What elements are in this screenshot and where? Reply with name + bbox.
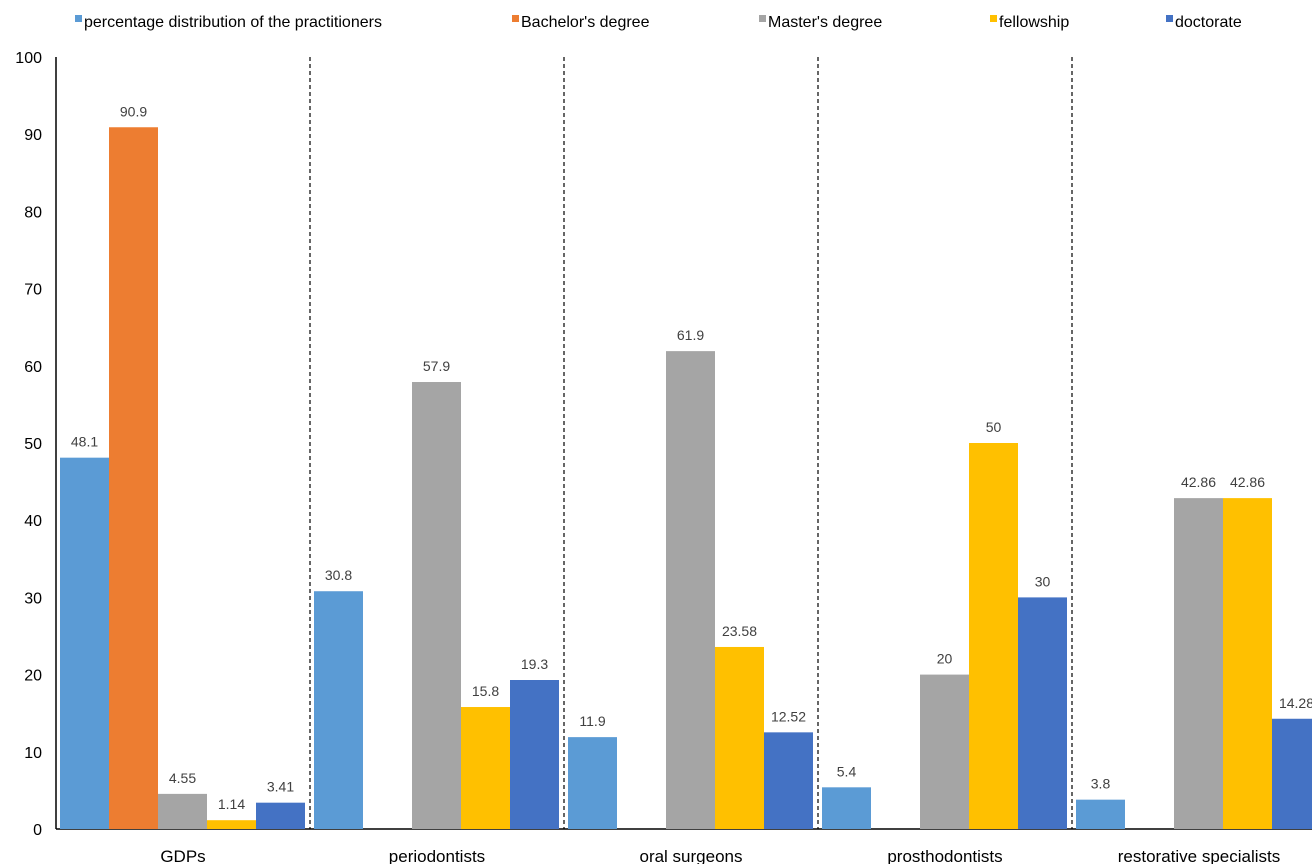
- y-tick-label: 40: [24, 513, 42, 530]
- data-label: 20: [937, 651, 953, 667]
- legend-label: fellowship: [999, 14, 1069, 31]
- bar-percentage-distribution-of-the-practitioners-oral-surgeons: [568, 737, 617, 829]
- bar-doctorate-oral-surgeons: [764, 732, 813, 829]
- y-tick-label: 60: [24, 359, 42, 376]
- data-label: 42.86: [1181, 474, 1216, 490]
- legend-item-fellowship: fellowship: [990, 14, 1069, 31]
- data-label: 61.9: [677, 327, 704, 343]
- bar-percentage-distribution-of-the-practitioners-gdps: [60, 457, 109, 829]
- bar-master-s-degree-restorative-specialists: [1174, 498, 1223, 829]
- bar-fellowship-gdps: [207, 820, 256, 829]
- bar-group-prosthodontists: 5.4 20 50 30: [822, 419, 1067, 829]
- legend-label: Master's degree: [768, 14, 882, 31]
- data-label: 42.86: [1230, 474, 1265, 490]
- bar-group-restorative-specialists: 3.8 42.86 42.86 14.28: [1076, 474, 1312, 829]
- data-label: 90.9: [120, 103, 147, 119]
- data-label: 11.9: [579, 713, 605, 729]
- bar-master-s-degree-gdps: [158, 793, 207, 829]
- y-tick-label: 80: [24, 204, 42, 221]
- bar-doctorate-prosthodontists: [1018, 597, 1067, 829]
- data-label: 30.8: [325, 567, 352, 583]
- data-label: 1.14: [218, 796, 245, 812]
- bar-percentage-distribution-of-the-practitioners-restorative-specialists: [1076, 799, 1125, 829]
- y-tick-label: 100: [15, 50, 42, 67]
- bar-fellowship-prosthodontists: [969, 443, 1018, 829]
- bar-doctorate-periodontists: [510, 680, 559, 829]
- legend-label: Bachelor's degree: [521, 14, 650, 31]
- legend-swatch: [75, 15, 82, 22]
- y-tick-label: 20: [24, 668, 42, 685]
- data-label: 3.41: [267, 779, 294, 795]
- legend-swatch: [759, 15, 766, 22]
- bar-bachelor-s-degree-gdps: [109, 127, 158, 829]
- bar-group-oral-surgeons: 11.9 61.9 23.58 12.52: [568, 327, 813, 829]
- data-label: 5.4: [837, 763, 857, 779]
- bar-fellowship-periodontists: [461, 707, 510, 829]
- y-tick-label: 70: [24, 282, 42, 299]
- legend-item-percentage-distribution-of-the-practitioners: percentage distribution of the practitio…: [75, 14, 382, 31]
- x-tick-label: prosthodontists: [887, 847, 1002, 864]
- y-tick-label: 10: [24, 745, 42, 762]
- data-label: 30: [1035, 573, 1051, 589]
- legend-item-bachelor-s-degree: Bachelor's degree: [512, 14, 650, 31]
- data-label: 50: [986, 419, 1002, 435]
- bar-master-s-degree-oral-surgeons: [666, 351, 715, 829]
- legend-swatch: [512, 15, 519, 22]
- bar-fellowship-oral-surgeons: [715, 646, 764, 829]
- x-tick-label: GDPs: [160, 847, 205, 864]
- bar-doctorate-gdps: [256, 802, 305, 829]
- y-tick-label: 0: [33, 822, 42, 839]
- data-label: 48.1: [71, 434, 98, 450]
- bar-group-gdps: 48.1 90.9 4.55 1.14 3.41: [60, 103, 305, 829]
- legend-item-master-s-degree: Master's degree: [759, 14, 882, 31]
- data-label: 15.8: [472, 683, 499, 699]
- data-label: 19.3: [521, 656, 548, 672]
- x-tick-label: restorative specialists: [1118, 847, 1281, 864]
- bar-fellowship-restorative-specialists: [1223, 498, 1272, 829]
- bar-master-s-degree-prosthodontists: [920, 674, 969, 829]
- bar-percentage-distribution-of-the-practitioners-prosthodontists: [822, 787, 871, 829]
- bar-master-s-degree-periodontists: [412, 382, 461, 829]
- bar-doctorate-restorative-specialists: [1272, 718, 1312, 829]
- legend: percentage distribution of the practitio…: [75, 14, 1242, 31]
- data-label: 23.58: [722, 623, 757, 639]
- data-label: 14.28: [1279, 695, 1312, 711]
- bar-percentage-distribution-of-the-practitioners-periodontists: [314, 591, 363, 829]
- data-label: 4.55: [169, 770, 196, 786]
- bar-group-periodontists: 30.8 57.9 15.8 19.3: [314, 358, 559, 829]
- x-tick-label: periodontists: [389, 847, 485, 864]
- y-tick-label: 90: [24, 127, 42, 144]
- y-tick-label: 50: [24, 436, 42, 453]
- x-tick-label: oral surgeons: [639, 847, 742, 864]
- legend-label: doctorate: [1175, 14, 1242, 31]
- y-tick-label: 30: [24, 590, 42, 607]
- legend-swatch: [990, 15, 997, 22]
- data-label: 3.8: [1091, 776, 1111, 792]
- data-label: 57.9: [423, 358, 450, 374]
- data-label: 12.52: [771, 708, 806, 724]
- legend-swatch: [1166, 15, 1173, 22]
- legend-item-doctorate: doctorate: [1166, 14, 1242, 31]
- plot-area: 0 10 20 30 40 50 60 70 80 90 100 48.1 90.9 4.55 1.14 3.…: [15, 50, 1312, 864]
- legend-label: percentage distribution of the practitio…: [84, 14, 382, 31]
